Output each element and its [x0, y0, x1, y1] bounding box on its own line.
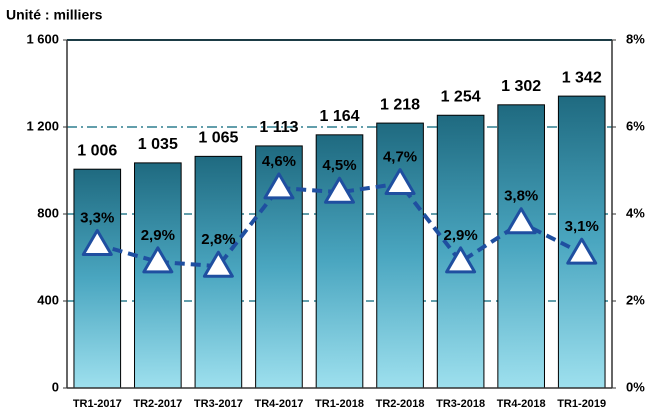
bar [497, 104, 545, 389]
line-value-label: 2,8% [201, 231, 235, 248]
x-tick-label: TR1-2019 [557, 398, 606, 410]
y-tick-label: 800 [37, 205, 59, 220]
y-tick-label: 400 [37, 292, 59, 307]
bar-value-label: 1 006 [77, 142, 117, 159]
line-value-label: 3,8% [504, 188, 538, 205]
y2-tick-label: 0% [626, 379, 645, 394]
bar-value-label: 1 302 [501, 78, 541, 95]
line-marker [445, 246, 477, 274]
line-value-label: 4,7% [383, 149, 417, 166]
y-tick-label: 0 [52, 379, 59, 394]
line-marker [263, 172, 295, 200]
bar [134, 162, 182, 389]
line-marker [81, 228, 113, 256]
line [96, 181, 583, 269]
bar [376, 122, 424, 389]
line-value-label: 3,3% [80, 209, 114, 226]
line-marker [384, 168, 416, 196]
bar-value-label: 1 342 [562, 69, 602, 86]
bar-value-label: 1 113 [259, 119, 298, 136]
bar-value-label: 1 164 [319, 108, 359, 125]
line-value-label: 3,1% [565, 218, 599, 235]
y-tick-label: 1 600 [26, 31, 59, 46]
y2-tick-label: 8% [626, 31, 645, 46]
line-value-label: 4,6% [262, 153, 296, 170]
x-tick-label: TR4-2017 [254, 398, 303, 410]
y2-tick-label: 6% [626, 118, 645, 133]
x-tick-label: TR1-2017 [73, 398, 122, 410]
line-marker [505, 207, 537, 235]
line-value-label: 2,9% [444, 227, 478, 244]
line-value-label: 2,9% [141, 227, 175, 244]
bar-value-label: 1 035 [138, 136, 178, 153]
bar [73, 168, 122, 389]
x-tick-label: TR3-2018 [436, 398, 485, 410]
bar-value-label: 1 065 [198, 130, 238, 147]
y-tick-label: 1 200 [26, 118, 59, 133]
line-value-label: 4,5% [322, 157, 356, 174]
x-tick-label: TR4-2018 [497, 398, 546, 410]
x-tick-label: TR1-2018 [315, 398, 364, 410]
line-marker [142, 246, 174, 274]
line-marker [324, 176, 355, 204]
line-marker [566, 237, 598, 265]
bar-value-label: 1 218 [380, 96, 420, 113]
line-marker [202, 250, 234, 278]
y2-tick-label: 2% [626, 292, 645, 307]
x-tick-label: TR2-2017 [133, 398, 182, 410]
x-tick-label: TR2-2018 [376, 398, 425, 410]
y2-tick-label: 4% [626, 205, 645, 220]
bar-value-label: 1 254 [441, 88, 481, 105]
unit-label: Unité : milliers [6, 7, 103, 23]
x-tick-label: TR3-2017 [194, 398, 243, 410]
